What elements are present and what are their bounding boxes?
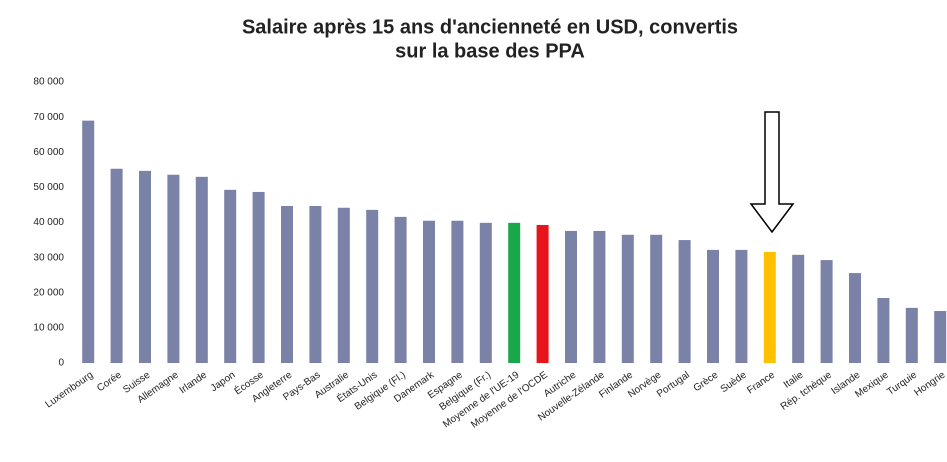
bar (366, 209, 379, 363)
bar (707, 249, 719, 363)
y-tick-label: 70 000 (33, 112, 64, 123)
x-tick-label: Grèce (692, 369, 721, 394)
bar (678, 240, 691, 363)
bar (905, 307, 918, 363)
bar (565, 230, 577, 363)
bar (167, 174, 180, 363)
x-tick-label: Corée (95, 369, 124, 394)
bar (763, 252, 776, 363)
bar (110, 168, 123, 363)
y-tick-label: 30 000 (33, 252, 64, 263)
chart-title: sur la base des PPA (395, 40, 585, 62)
bar (479, 222, 492, 363)
bar (281, 205, 293, 363)
bar (792, 254, 805, 363)
bar (224, 189, 237, 363)
x-tick-label: France (745, 369, 777, 396)
bar (593, 230, 606, 363)
bar (82, 120, 95, 363)
y-tick-label: 0 (58, 358, 64, 369)
bar (650, 234, 663, 363)
bar (139, 170, 151, 363)
bar (849, 273, 861, 363)
x-tick-label: Suède (719, 369, 749, 395)
bar (820, 260, 833, 363)
bar (934, 311, 947, 363)
bar (877, 298, 890, 363)
bar (394, 216, 407, 363)
bar (195, 176, 208, 363)
bar (536, 224, 549, 363)
bar (508, 222, 521, 363)
y-tick-label: 80 000 (33, 77, 64, 88)
bar (309, 205, 322, 363)
y-tick-label: 20 000 (33, 287, 64, 298)
x-tick-label: Hongrie (912, 369, 947, 398)
bar (451, 220, 464, 363)
y-tick-label: 10 000 (33, 323, 64, 334)
x-tick-label: Rép. tchèque (779, 369, 834, 412)
bar (337, 207, 350, 363)
y-tick-label: 60 000 (33, 147, 64, 158)
bar (621, 234, 634, 363)
x-tick-label: Irlande (178, 369, 210, 396)
y-tick-label: 40 000 (33, 217, 64, 228)
y-tick-label: 50 000 (33, 182, 64, 193)
bar (423, 220, 435, 363)
arrow (749, 111, 795, 234)
x-tick-label: Luxembourg (44, 370, 96, 411)
bar (735, 249, 748, 363)
bar (252, 191, 265, 363)
x-tick-label: Portugal (655, 370, 692, 400)
chart-title: Salaire après 15 ans d'ancienneté en USD… (242, 16, 738, 38)
